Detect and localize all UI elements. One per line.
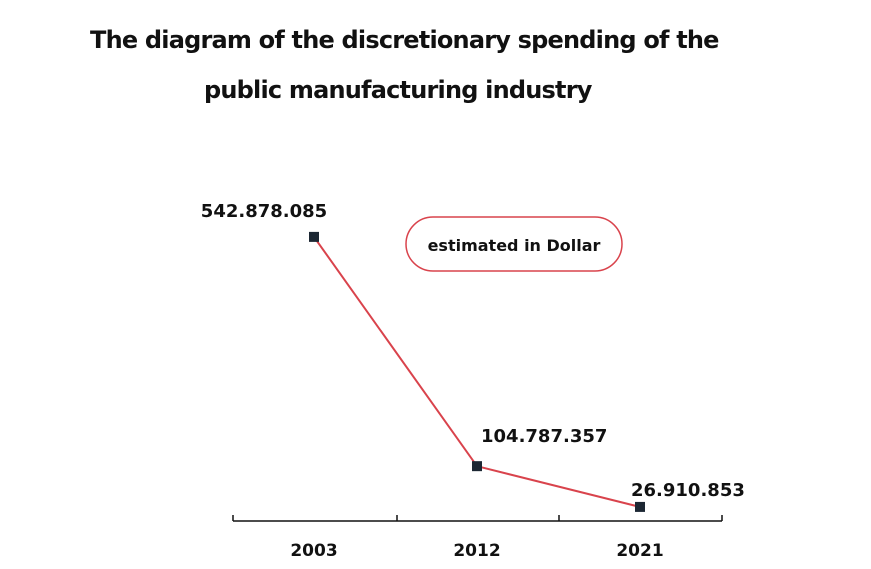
series-markers [309, 231, 645, 512]
data-point-marker [309, 231, 319, 242]
x-axis [232, 515, 723, 522]
x-tick-label: 2012 [453, 541, 500, 561]
chart-title-line-2: public manufacturing industry [204, 76, 592, 104]
chart-title-line-1: The diagram of the discretionary spendin… [90, 26, 719, 54]
x-tick-label: 2003 [290, 541, 337, 561]
data-labels: 542.878.085 104.787.357 26.910.853 [201, 201, 745, 501]
data-value-label: 26.910.853 [631, 480, 745, 501]
x-tick-label: 2021 [616, 541, 663, 561]
data-point-marker [635, 501, 645, 512]
data-value-label: 104.787.357 [481, 426, 607, 447]
x-tick-labels: 2003 2012 2021 [290, 541, 663, 561]
data-value-label: 542.878.085 [201, 201, 327, 222]
unit-note-box [405, 216, 623, 272]
data-point-marker [472, 461, 482, 472]
unit-note-label: estimated in Dollar [428, 236, 601, 255]
